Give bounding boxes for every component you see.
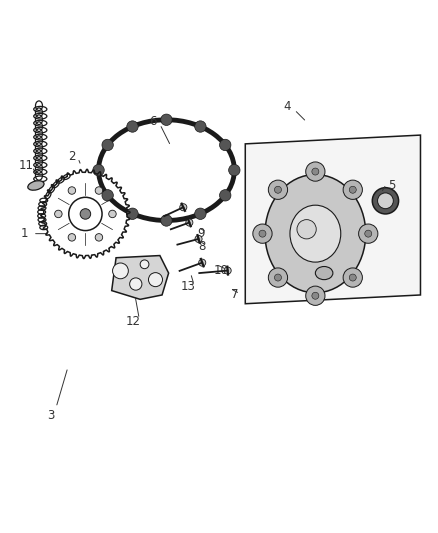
Circle shape — [194, 208, 206, 220]
Circle shape — [349, 186, 356, 193]
Circle shape — [219, 139, 231, 151]
Circle shape — [186, 219, 193, 226]
Circle shape — [68, 187, 76, 194]
Circle shape — [161, 114, 172, 125]
Circle shape — [180, 204, 187, 211]
Circle shape — [253, 224, 272, 243]
Circle shape — [102, 139, 113, 151]
Circle shape — [102, 190, 113, 201]
Circle shape — [195, 236, 202, 243]
Text: 1: 1 — [20, 227, 28, 240]
Text: 8: 8 — [198, 240, 205, 253]
Text: 6: 6 — [149, 116, 157, 128]
Polygon shape — [245, 135, 420, 304]
Circle shape — [113, 263, 128, 279]
Circle shape — [349, 274, 356, 281]
Circle shape — [195, 121, 206, 132]
Circle shape — [95, 187, 102, 194]
Circle shape — [130, 278, 142, 290]
Circle shape — [297, 220, 316, 239]
Ellipse shape — [378, 193, 393, 209]
Text: 9: 9 — [198, 227, 205, 240]
Circle shape — [127, 208, 138, 220]
Circle shape — [127, 121, 138, 132]
Circle shape — [68, 233, 76, 241]
Circle shape — [306, 286, 325, 305]
Text: 13: 13 — [181, 280, 196, 293]
Circle shape — [365, 230, 372, 237]
Circle shape — [229, 165, 240, 176]
Text: 5: 5 — [389, 179, 396, 192]
Text: 3: 3 — [47, 409, 54, 422]
Text: 2: 2 — [68, 150, 76, 164]
Text: 11: 11 — [19, 159, 34, 172]
Circle shape — [359, 224, 378, 243]
Circle shape — [275, 274, 282, 281]
Ellipse shape — [315, 266, 333, 280]
Text: 4: 4 — [283, 100, 291, 113]
Circle shape — [93, 165, 104, 176]
Circle shape — [343, 180, 362, 199]
Circle shape — [268, 180, 288, 199]
Ellipse shape — [28, 181, 44, 190]
Circle shape — [343, 268, 362, 287]
Circle shape — [161, 215, 172, 226]
Circle shape — [109, 210, 116, 217]
Text: 10: 10 — [214, 264, 229, 277]
Circle shape — [55, 210, 62, 217]
Circle shape — [95, 233, 102, 241]
Circle shape — [275, 186, 282, 193]
Circle shape — [259, 230, 266, 237]
Circle shape — [224, 267, 231, 274]
Circle shape — [312, 292, 319, 299]
Ellipse shape — [372, 188, 399, 214]
Ellipse shape — [290, 205, 341, 262]
Ellipse shape — [265, 174, 366, 293]
Circle shape — [268, 268, 288, 287]
Circle shape — [148, 273, 162, 287]
Circle shape — [312, 168, 319, 175]
Circle shape — [199, 259, 206, 266]
Text: 12: 12 — [126, 315, 141, 328]
Circle shape — [140, 260, 149, 269]
Circle shape — [80, 209, 91, 219]
Circle shape — [306, 162, 325, 181]
Circle shape — [219, 190, 231, 201]
Polygon shape — [112, 255, 169, 300]
Text: 7: 7 — [230, 288, 238, 302]
